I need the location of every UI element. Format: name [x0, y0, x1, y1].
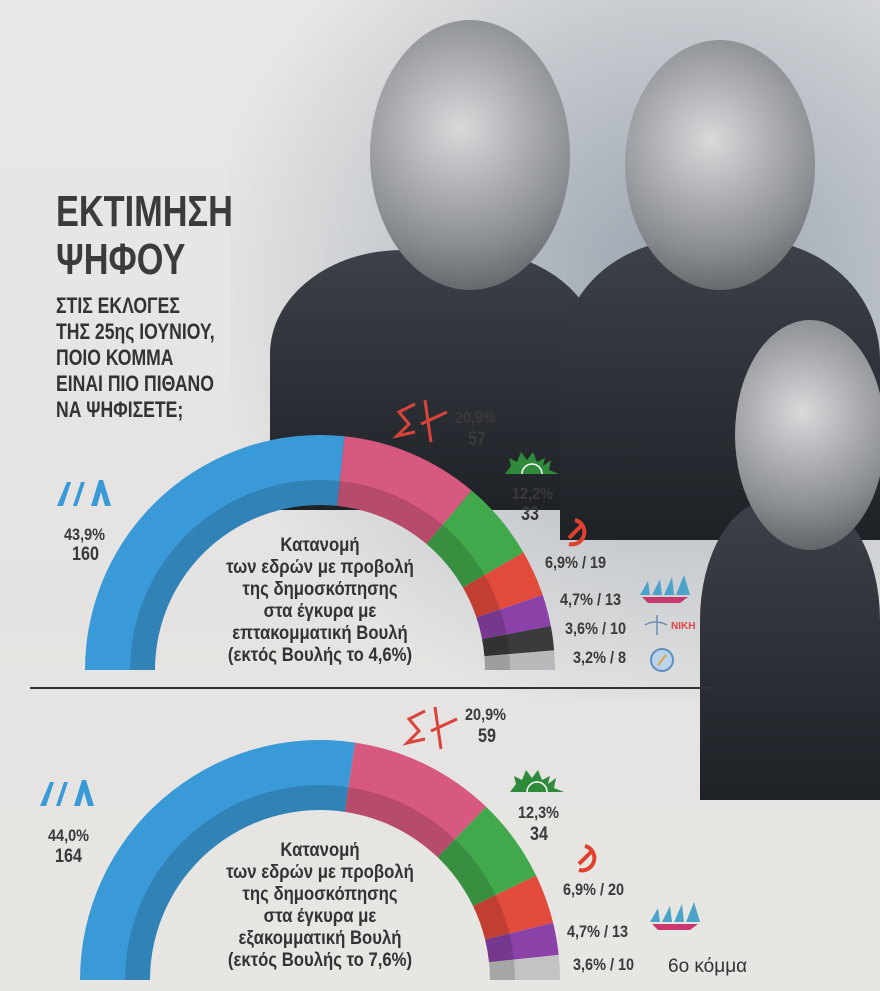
pasok-logo: [510, 770, 564, 793]
kke-values: 6,9% / 19: [545, 553, 607, 572]
kke-logo: [577, 844, 597, 873]
question: ΣΤΙΣ ΕΚΛΟΓΕΣ ΤΗΣ 25ης ΙΟΥΝΙΟΥ, ΠΟΙΟ ΚΟΜΜ…: [56, 293, 215, 422]
chart2-caption: Κατανομή των εδρών με προβολή της δημοσκόπ…: [226, 840, 414, 971]
seat-segment-inner-band-5: [482, 634, 510, 657]
seat-segment-syriza-1: [337, 436, 472, 544]
syriza-percent: 20,9%: [455, 408, 496, 427]
seat-segment-pasok-2: [426, 490, 524, 588]
pasok-percent: 12,3%: [518, 803, 559, 822]
seat-segment-inner-band-2: [426, 524, 485, 588]
kke-logo: [567, 518, 587, 547]
divider: [30, 687, 712, 689]
kke-values: 6,9% / 20: [563, 880, 625, 899]
seat-segment-niki-5: [482, 625, 555, 657]
syriza-seats: 59: [478, 726, 496, 747]
spartiates-values: 4,7% / 13: [567, 922, 629, 941]
nd-seats: 164: [55, 846, 82, 867]
seat-chart-1: [85, 435, 555, 670]
nd-percent: 44,0%: [48, 826, 89, 845]
seat-segment-nd-0: [85, 435, 345, 670]
seat-segment-inner-band-1: [337, 481, 443, 544]
seat-segment-spartiates-4: [485, 922, 559, 963]
seat-segment-inner-band-6: [484, 654, 510, 670]
spartiates-values: 4,7% / 13: [560, 590, 622, 609]
seat-segment-nd-0: [80, 740, 356, 980]
plefsi-logo: [650, 648, 674, 672]
niki-values: 3,6% / 10: [565, 619, 627, 638]
seat-segment-inner-band-0: [125, 785, 349, 980]
syriza-logo: [392, 399, 448, 443]
headline-line2: ΨΗΦΟΥ: [56, 235, 186, 284]
nd-logo: [57, 480, 111, 506]
seat-segment-kke-3: [462, 552, 543, 618]
niki-logo: ΝΙΚΗ: [644, 615, 695, 635]
seat-chart-2: [80, 740, 560, 980]
seat-segment-none-5: [489, 954, 560, 980]
seat-segment-inner-band-4: [476, 609, 507, 640]
pasok-seats: 34: [530, 824, 548, 845]
politicians-photo: [230, 0, 880, 800]
seat-segment-kke-3: [473, 875, 554, 940]
spartiates-logo: [650, 902, 700, 930]
plefsi-values: 3,2% / 8: [573, 648, 627, 667]
sixth-party-values: 3,6% / 10: [573, 955, 635, 974]
nd-seats: 160: [72, 544, 99, 565]
seat-segment-inner-band-3: [473, 895, 510, 940]
svg-text:ΝΙΚΗ: ΝΙΚΗ: [671, 621, 695, 632]
nd-logo: [40, 780, 94, 806]
seat-segment-plefsi-6: [484, 650, 555, 670]
seat-segment-spartiates-4: [476, 595, 551, 640]
syriza-seats: 57: [468, 429, 486, 450]
nd-percent: 43,9%: [64, 525, 105, 544]
seat-segment-inner-band-5: [489, 959, 515, 980]
sixth-party-label: 6ο κόμμα: [668, 956, 748, 977]
seat-segment-syriza-1: [344, 742, 487, 858]
seat-segment-inner-band-3: [462, 575, 501, 618]
headline-line1: ΕΚΤΙΜΗΣΗ: [56, 187, 233, 236]
seat-segment-inner-band-4: [485, 933, 514, 963]
seat-segment-inner-band-0: [130, 479, 340, 670]
chart1-caption: Κατανομή των εδρών με προβολή της δημοσκόπ…: [226, 535, 414, 666]
seat-segment-inner-band-1: [344, 787, 455, 858]
pasok-percent: 12,2%: [512, 484, 553, 503]
seat-segment-inner-band-2: [437, 839, 496, 907]
pasok-logo: [505, 452, 559, 475]
spartiates-logo: [640, 575, 690, 603]
syriza-logo: [402, 706, 458, 750]
pasok-seats: 33: [521, 504, 539, 525]
syriza-percent: 20,9%: [465, 705, 506, 724]
seat-segment-pasok-2: [437, 806, 537, 907]
